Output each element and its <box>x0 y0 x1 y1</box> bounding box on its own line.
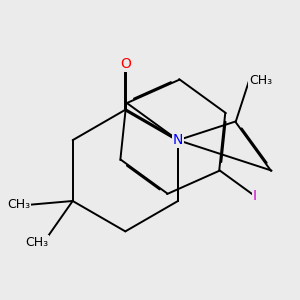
Text: O: O <box>120 57 131 71</box>
Text: CH₃: CH₃ <box>25 236 48 249</box>
Text: CH₃: CH₃ <box>249 74 272 87</box>
Text: I: I <box>253 189 257 203</box>
Text: CH₃: CH₃ <box>7 198 30 211</box>
Text: N: N <box>173 133 183 147</box>
